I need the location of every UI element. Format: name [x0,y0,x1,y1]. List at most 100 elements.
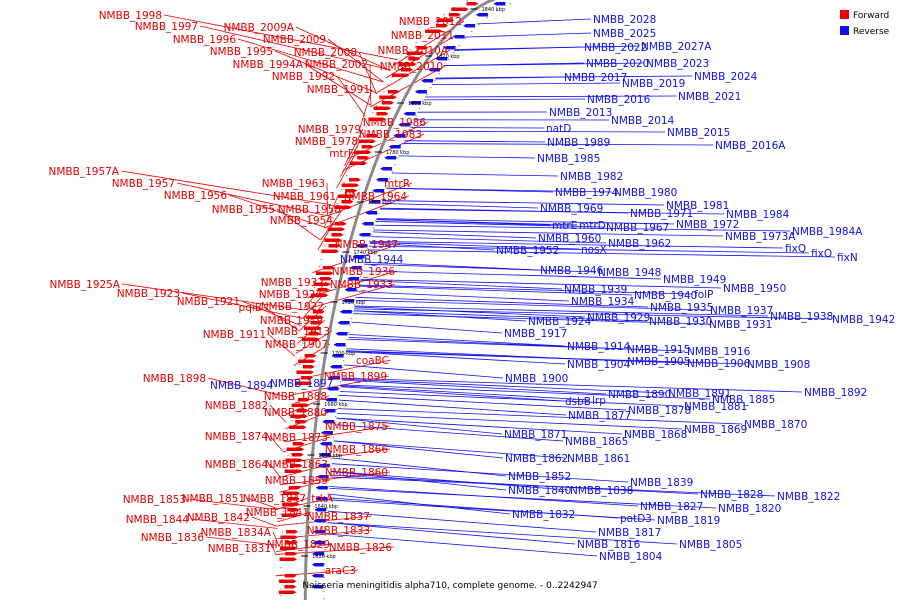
forward-gene-label: NMBB_1882 [205,400,268,412]
reverse-gene [475,13,488,17]
guide-dot [336,203,338,205]
forward-gene [321,249,340,253]
forward-connector [323,195,339,229]
guide-dot [310,301,312,303]
guide-dot [362,133,364,135]
reverse-gene [320,431,333,435]
reverse-connector [353,310,648,322]
forward-connector [276,208,321,241]
guide-dot [387,84,389,86]
reverse-gene-label: NMBB_1940 [634,290,697,302]
guide-dot [391,171,393,173]
guide-dot [418,108,421,110]
forward-gene [334,222,347,226]
reverse-gene-label: potD3 [620,513,652,525]
guide-dot [350,318,353,320]
guide-dot [394,164,396,166]
guide-dot [285,483,287,485]
forward-gene-label: NMBB_1957A [49,166,120,178]
guide-dot [466,0,469,2]
reverse-gene-label: NMBB_1900 [505,373,568,385]
guide-dot [325,521,327,523]
guide-dot [353,304,355,306]
tick-label: 1780 kbp [386,150,410,156]
reverse-gene [414,90,427,94]
reverse-gene-label: NMBB_1938 [770,311,833,323]
forward-connector [251,516,278,527]
guide-dot [356,290,359,292]
forward-gene [291,453,304,457]
reverse-gene [384,156,397,160]
reverse-gene-label: NMBB_1971 [630,208,693,220]
reverse-connector [348,338,686,352]
forward-gene [322,266,335,270]
reverse-connector [354,305,769,317]
forward-gene-label: NMBB_1921 [177,296,240,308]
guide-dot [375,105,378,107]
reverse-gene-label: nosX [581,244,607,256]
forward-gene-label: NMBB_1907 [265,339,328,351]
guide-dot [324,556,326,558]
forward-gene-label: NMBB_1933 [330,279,393,291]
tick-label: 1700 kbp [332,351,356,357]
forward-gene-label: NMBB_1898 [143,373,206,385]
reverse-gene-label: fixN [837,252,858,264]
kbp-ticks: 1840 kbp 1820 kbp 1800 kbp 1780 kbp 1760 kbp… [301,7,505,560]
reverse-gene-label: NMBB_1822 [777,491,840,503]
reverse-connector [336,412,683,430]
reverse-gene [337,321,350,325]
forward-gene [312,310,325,314]
guide-dot [402,143,404,145]
guide-dot [363,262,365,264]
guide-dot [399,150,402,152]
forward-gene-label: NMBB_1880 [264,407,327,419]
forward-gene-label: NMBB_1954 [270,215,334,227]
guide-dot [327,493,329,495]
forward-gene [287,508,300,512]
forward-gene [320,277,333,281]
reverse-connector [404,140,546,143]
forward-connector [263,306,300,332]
forward-gene-label: NMBB_1875 [325,421,388,433]
guide-dot [356,147,359,149]
forward-gene [288,497,301,501]
reverse-gene-label: NMBB_2028 [593,14,656,26]
reverse-gene-label: fixO [811,248,832,260]
guide-dot [412,122,414,124]
forward-gene-label: NMBB_1899 [324,371,387,383]
forward-gene-label: NMBB_1913 [267,326,330,338]
reverse-gene-label: NMBB_1985 [537,153,600,165]
reverse-connector [329,488,717,509]
forward-gene-label: NMBB_1831 [208,543,271,555]
reverse-gene [329,365,342,369]
reverse-gene-label: NMBB_1819 [657,515,720,527]
forward-connector [205,536,277,546]
forward-gene-label: NMBB_1994A [233,59,304,71]
reverse-gene-label: NMBB_1935 [650,302,713,314]
forward-gene-label: NMBB_1963 [262,178,325,190]
guide-dot [415,42,417,44]
reverse-connector [326,533,598,557]
forward-gene-label: NMBB_1936 [332,266,396,278]
guide-dot [448,59,450,61]
reverse-connector [408,130,666,133]
reverse-gene [388,145,401,149]
reverse-gene-label: NMBB_1904 [567,359,631,371]
reverse-gene-label: NMBB_1906 [687,358,751,370]
forward-gene-label: NMBB_1841 [246,507,309,519]
forward-gene [334,205,352,209]
reverse-gene-label: NMBB_1942 [832,314,895,326]
reverse-connector [391,172,559,177]
forward-gene-label: NMBB_1964 [344,191,408,203]
reverse-connector [370,241,784,249]
legend: Forward Reverse [840,10,890,37]
reverse-gene-label: NMBB_1972 [676,219,739,231]
guide-dot [421,35,423,37]
guide-dot [343,360,345,362]
forward-gene-label: NMBB_1922 [261,301,324,313]
reverse-connector [351,321,503,334]
guide-dot [309,308,311,310]
guide-dot [379,206,381,208]
guide-dot [289,434,291,436]
reverse-gene-label: NMBB_2016 [587,94,651,106]
